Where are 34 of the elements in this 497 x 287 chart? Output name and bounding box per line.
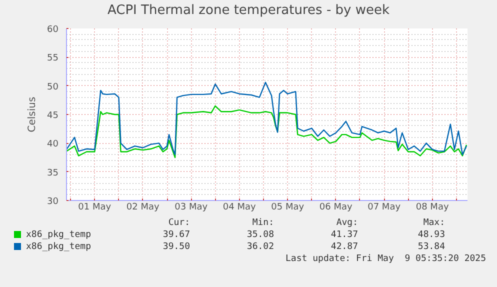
legend-label: x86_pkg_temp [26,241,92,254]
y-tick-label: 40 [47,140,59,150]
text: 53.84 [418,241,445,254]
x-tick-label: 07 May [368,202,402,212]
text: Max: [423,217,445,230]
x-tick-label: 04 May [222,202,256,212]
text: 48.93 [418,229,445,242]
text: Min: [252,217,274,230]
text: 39.67 [162,229,190,242]
y-tick-label: 60 [47,25,59,35]
text: 42.87 [330,241,358,254]
line-series [66,105,468,158]
text: Avg: [336,217,358,230]
y-tick-label: 55 [47,54,58,64]
text: Last update: Fri May 9 05:35:20 2025 [286,253,486,266]
x-tick-label: 03 May [174,202,208,212]
x-tick-label: 08 May [416,202,450,212]
x-tick-label: 05 May [271,202,305,212]
text: Cur: [168,217,190,230]
y-tick-label: 45 [47,111,58,121]
y-axis-title: Celsius [27,96,38,132]
y-tick-label: 30 [47,197,59,207]
text: 36.02 [246,241,274,254]
text: 35.08 [246,229,274,242]
x-tick-label: 06 May [319,202,353,212]
y-tick-label: 35 [47,168,58,178]
text: 41.37 [330,229,358,242]
legend-label: x86_pkg_temp [26,229,92,242]
chart-title: ACPI Thermal zone temperatures - by week [107,2,390,20]
line-series [66,82,468,156]
x-tick-label: 02 May [126,202,160,212]
x-tick-label: 01 May [78,202,112,212]
y-tick-label: 50 [47,82,59,92]
text: 39.50 [162,241,190,254]
